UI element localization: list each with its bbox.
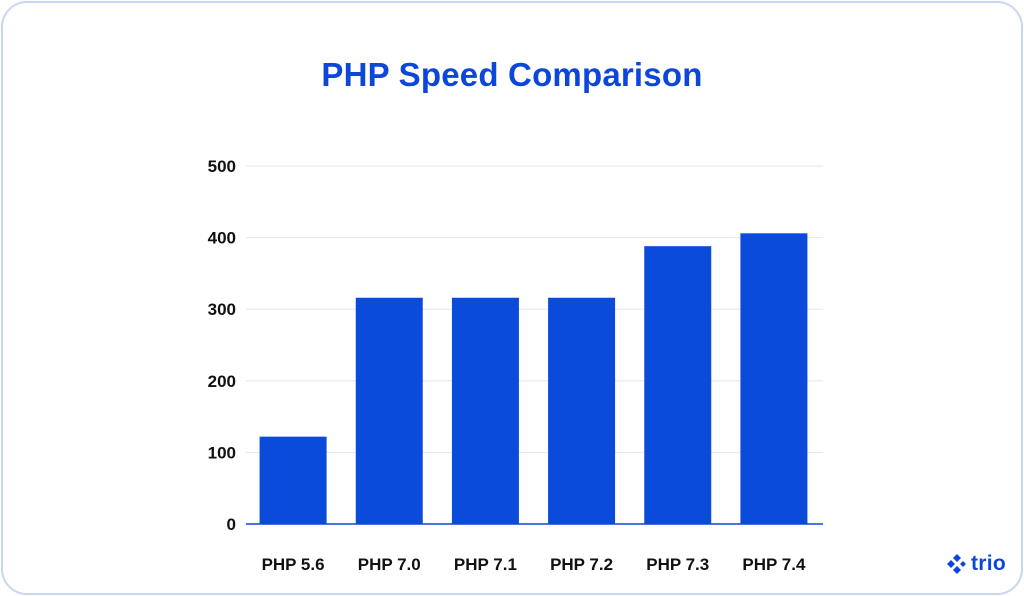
bar-php-7-2 (548, 297, 616, 524)
y-tick-label: 500 (208, 157, 236, 176)
y-tick-label: 300 (208, 300, 236, 319)
bar-php-7-0 (355, 297, 423, 524)
brand-logo: trio (946, 552, 1006, 576)
x-tick-label: PHP 7.1 (454, 555, 517, 574)
bars (259, 233, 808, 524)
bar-php-7-1 (451, 297, 519, 524)
x-tick-label: PHP 7.4 (742, 555, 806, 574)
x-tick-label: PHP 7.3 (646, 555, 709, 574)
gridlines (246, 165, 823, 453)
bar-php-7-3 (644, 246, 712, 524)
y-axis-ticks: 0 100 200 300 400 500 (208, 157, 236, 534)
y-tick-label: 0 (227, 515, 236, 534)
y-tick-label: 200 (208, 372, 236, 391)
x-axis-labels: PHP 5.6 PHP 7.0 PHP 7.1 PHP 7.2 PHP 7.3 PHP 7… (262, 555, 806, 574)
bar-php-5-6 (259, 436, 327, 524)
x-tick-label: PHP 7.2 (550, 555, 613, 574)
chart-title: PHP Speed Comparison (321, 56, 703, 93)
x-tick-label: PHP 5.6 (262, 555, 325, 574)
x-tick-label: PHP 7.0 (358, 555, 421, 574)
trio-logo-icon (946, 554, 966, 574)
brand-name: trio (970, 552, 1006, 575)
bar-php-7-4 (740, 233, 808, 524)
y-tick-label: 400 (208, 229, 236, 248)
y-tick-label: 100 (208, 443, 236, 462)
